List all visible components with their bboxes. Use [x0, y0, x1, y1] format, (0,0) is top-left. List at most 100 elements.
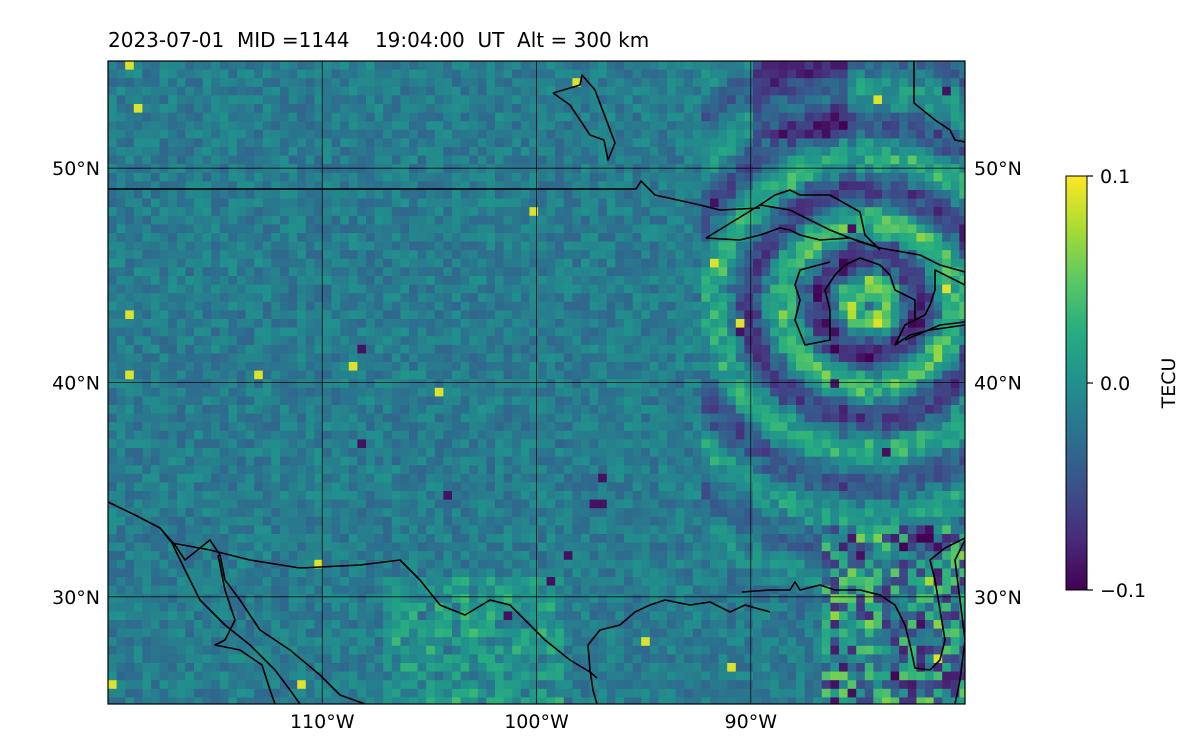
heatmap-cell	[400, 78, 410, 88]
heatmap-cell	[331, 164, 341, 174]
heatmap-cell	[486, 233, 496, 242]
heatmap-cell	[770, 439, 780, 449]
heatmap-cell	[649, 293, 659, 303]
heatmap-cell	[366, 310, 375, 320]
heatmap-cell	[933, 319, 943, 328]
heatmap-cell	[753, 284, 762, 294]
heatmap-cell	[125, 233, 135, 242]
heatmap-cell	[512, 86, 522, 96]
heatmap-cell	[555, 439, 565, 449]
heatmap-cell	[710, 155, 719, 165]
heatmap-cell	[125, 164, 135, 174]
heatmap-cell	[357, 370, 367, 380]
heatmap-cell	[125, 112, 135, 122]
heatmap-cell	[796, 422, 805, 432]
heatmap-cell	[288, 267, 298, 277]
heatmap-cell	[417, 207, 427, 217]
heatmap-cell	[692, 198, 702, 208]
heatmap-cell	[538, 95, 547, 105]
heatmap-cell	[151, 422, 160, 432]
heatmap-cell	[426, 362, 436, 371]
heatmap-cell	[744, 430, 754, 440]
heatmap-cell	[804, 465, 814, 475]
heatmap-cell	[701, 190, 711, 199]
heatmap-cell	[839, 121, 848, 131]
heatmap-cell	[443, 370, 453, 380]
heatmap-cell	[727, 301, 737, 311]
heatmap-cell	[925, 413, 934, 423]
heatmap-cell	[916, 61, 926, 70]
heatmap-cell	[400, 155, 410, 165]
heatmap-cell	[925, 293, 934, 303]
heatmap-cell	[667, 241, 676, 251]
heatmap-cell	[254, 164, 264, 174]
heatmap-cell	[426, 78, 436, 88]
heatmap-cell	[959, 413, 965, 423]
heatmap-cell	[460, 61, 470, 70]
heatmap-cell	[486, 387, 496, 397]
heatmap-cell	[916, 456, 926, 466]
heatmap-cell	[452, 250, 461, 260]
heatmap-cell	[237, 86, 246, 96]
heatmap-cell	[581, 319, 590, 328]
heatmap-cell	[176, 164, 186, 174]
heatmap-cell	[529, 310, 539, 320]
heatmap-cell	[202, 172, 212, 182]
heatmap-cell	[400, 439, 410, 449]
heatmap-cell	[563, 336, 573, 346]
heatmap-cell	[667, 456, 676, 466]
heatmap-cell	[211, 276, 221, 285]
heatmap-cell	[572, 181, 582, 191]
heatmap-cell	[555, 233, 565, 242]
heatmap-cell	[211, 379, 221, 389]
heatmap-cell	[692, 379, 702, 389]
heatmap-cell	[331, 448, 341, 457]
heatmap-cell	[882, 258, 891, 268]
heatmap-cell	[761, 190, 771, 199]
heatmap-cell	[245, 422, 255, 432]
heatmap-cell	[323, 138, 332, 148]
heatmap-cell	[520, 155, 530, 165]
heatmap-cell	[168, 370, 178, 380]
heatmap-cell	[348, 224, 358, 234]
heatmap-cell	[512, 181, 522, 191]
heatmap-cell	[477, 379, 487, 389]
heatmap-cell	[434, 112, 444, 122]
heatmap-cell	[589, 465, 599, 475]
heatmap-cell	[108, 155, 117, 165]
heatmap-cell	[606, 405, 616, 414]
heatmap-cell	[305, 241, 315, 251]
heatmap-cell	[632, 362, 642, 371]
heatmap-cell	[228, 267, 238, 277]
heatmap-cell	[228, 319, 238, 328]
heatmap-cell	[108, 482, 117, 492]
heatmap-cell	[753, 61, 762, 70]
heatmap-cell	[821, 379, 831, 389]
heatmap-cell	[159, 112, 169, 122]
heatmap-cell	[615, 362, 625, 371]
heatmap-cell	[340, 258, 350, 268]
heatmap-cell	[735, 413, 745, 423]
heatmap-cell	[778, 482, 788, 492]
heatmap-cell	[211, 293, 221, 303]
heatmap-cell	[288, 224, 298, 234]
heatmap-cell	[778, 78, 788, 88]
heatmap-cell	[684, 61, 694, 70]
heatmap-cell	[641, 353, 651, 363]
heatmap-cell	[735, 69, 745, 79]
heatmap-cell	[108, 78, 117, 88]
heatmap-cell	[305, 104, 315, 113]
heatmap-cell	[667, 233, 676, 242]
heatmap-cell	[211, 258, 221, 268]
heatmap-cell	[916, 379, 926, 389]
heatmap-cell	[374, 319, 384, 328]
heatmap-cell	[864, 233, 874, 242]
heatmap-cell	[546, 78, 556, 88]
heatmap-cell	[641, 301, 651, 311]
heatmap-cell	[305, 362, 315, 371]
heatmap-cell	[624, 353, 633, 363]
heatmap-cell	[667, 172, 676, 182]
heatmap-cell	[503, 319, 513, 328]
heatmap-cell	[658, 396, 668, 406]
heatmap-cell	[649, 181, 659, 191]
